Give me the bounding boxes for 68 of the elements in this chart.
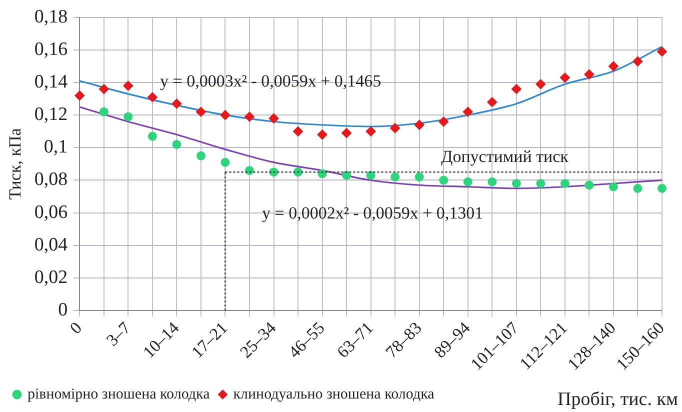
- x-axis-title: Пробіг, тис. км: [558, 388, 678, 410]
- point: [220, 158, 230, 167]
- annotation: y = 0,0002x² - 0,0059x + 0,1301: [262, 203, 484, 222]
- point: [462, 106, 473, 117]
- point: [488, 177, 497, 186]
- point: [172, 140, 182, 149]
- point: [512, 178, 521, 188]
- point: [269, 168, 278, 177]
- ref-line-label: Допустимий тиск: [441, 147, 570, 166]
- point: [318, 169, 327, 178]
- point: [657, 46, 667, 57]
- point: [584, 69, 594, 80]
- point: [98, 84, 109, 94]
- point: [366, 170, 376, 180]
- point: [584, 180, 594, 190]
- point: [511, 84, 522, 94]
- point: [342, 128, 352, 138]
- point: [294, 168, 303, 177]
- point: [196, 151, 206, 160]
- point: [608, 182, 618, 192]
- y-tick-label: 0,1: [44, 136, 68, 158]
- point: [147, 92, 158, 102]
- point: [124, 112, 133, 122]
- point: [658, 184, 666, 193]
- point: [560, 72, 570, 83]
- legend-label: клинодуально зношена колодка: [233, 386, 435, 402]
- point: [390, 172, 400, 182]
- point: [148, 132, 157, 141]
- point: [536, 79, 546, 90]
- point: [172, 98, 182, 109]
- point: [390, 123, 400, 134]
- point: [293, 126, 304, 136]
- y-tick-label: 0,08: [34, 169, 68, 190]
- point: [220, 110, 230, 120]
- y-tick-label: 0,18: [34, 6, 68, 28]
- point: [74, 90, 85, 101]
- point: [536, 178, 546, 188]
- y-tick-label: 0,14: [34, 72, 68, 93]
- point: [244, 112, 254, 122]
- point: [632, 56, 643, 66]
- legend-label: рівномірно зношена колодка: [28, 386, 210, 402]
- point: [414, 172, 424, 182]
- point: [414, 120, 424, 130]
- y-tick-label: 0,12: [34, 104, 68, 126]
- y-axis-title: Тиск, кПа: [6, 128, 25, 200]
- point: [317, 130, 328, 140]
- point: [487, 97, 498, 108]
- point: [633, 184, 642, 193]
- y-tick-label: 0,16: [34, 38, 68, 60]
- point: [560, 178, 570, 188]
- y-tick-label: 0,04: [34, 234, 68, 256]
- point: [123, 80, 134, 91]
- point: [268, 113, 279, 124]
- point: [366, 126, 376, 136]
- point: [196, 106, 206, 117]
- point: [463, 177, 472, 186]
- point: [608, 61, 618, 72]
- y-tick-label: 0,02: [34, 266, 68, 288]
- point: [439, 176, 448, 185]
- y-tick-label: 0: [58, 299, 68, 320]
- annotation: y = 0,0003x² - 0,0059x + 0,1465: [160, 71, 382, 90]
- x-tick-label: 0: [66, 318, 86, 338]
- x-tick-label: 3–7: [102, 318, 135, 350]
- point: [438, 116, 449, 127]
- point: [99, 107, 108, 116]
- point: [342, 170, 352, 180]
- point: [245, 166, 254, 175]
- y-tick-label: 0,06: [34, 202, 68, 223]
